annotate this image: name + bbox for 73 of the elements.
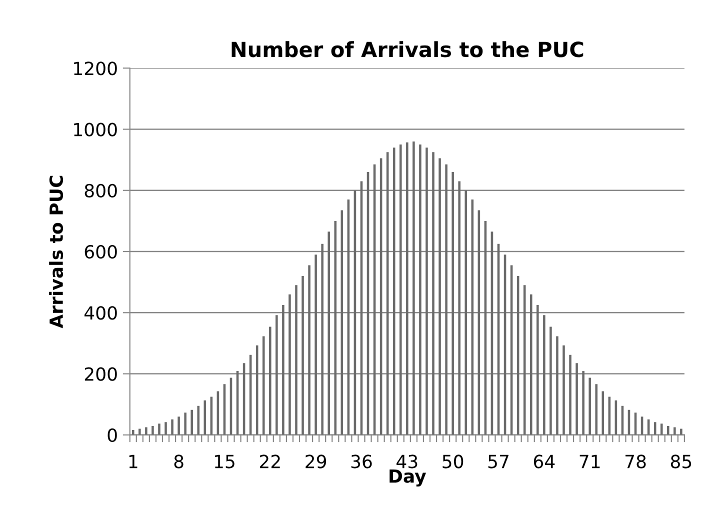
bar [399, 144, 402, 435]
y-tick-label: 1200 [74, 62, 117, 76]
bar [452, 172, 454, 435]
x-tick-label: 36 [351, 454, 372, 468]
bar [595, 384, 598, 435]
bar [576, 363, 578, 435]
x-tick-label: 57 [488, 454, 508, 468]
bar [158, 424, 160, 435]
x-axis-title: Day [390, 469, 426, 487]
x-tick-label: 43 [396, 454, 418, 468]
bar [276, 315, 278, 435]
bar [426, 148, 428, 435]
bar [321, 244, 324, 435]
bar [562, 345, 565, 435]
x-tick-label: 29 [306, 454, 326, 468]
bar [569, 354, 572, 435]
bar [543, 315, 546, 435]
bar [458, 181, 460, 435]
x-tick-label: 1 [129, 454, 138, 468]
y-tick-label: 800 [84, 184, 117, 198]
y-tick-label: 400 [84, 306, 117, 320]
bar [432, 152, 434, 435]
bar [314, 254, 317, 435]
bar [190, 410, 193, 435]
x-tick-label: 64 [534, 454, 555, 468]
x-tick-label: 22 [260, 454, 280, 468]
x-tick-label: 85 [670, 454, 692, 468]
bar [445, 164, 448, 435]
y-axis-title: Arrivals to PUC [49, 176, 64, 328]
bar [132, 430, 134, 435]
bar [550, 326, 552, 435]
bar [328, 232, 330, 435]
bar [419, 144, 422, 435]
y-tick-label: 1000 [74, 122, 117, 136]
bar [392, 148, 396, 435]
bar [674, 427, 676, 435]
bar [269, 326, 272, 435]
x-tick-label: 71 [580, 454, 600, 468]
x-tick-label: 8 [174, 454, 184, 468]
bar [660, 424, 663, 435]
x-tick-label: 15 [214, 454, 234, 468]
y-tick-label: 0 [108, 428, 117, 442]
bar [334, 220, 337, 435]
bar [178, 416, 180, 435]
bar [308, 265, 310, 435]
bar [530, 294, 532, 435]
bar [588, 378, 591, 435]
y-tick-label: 200 [84, 367, 117, 381]
bar [556, 336, 558, 435]
bar [288, 294, 291, 435]
x-tick-label: 50 [442, 454, 464, 468]
bar [295, 285, 298, 435]
bar [197, 406, 200, 435]
bar [582, 371, 584, 435]
x-tick-label: 78 [626, 454, 646, 468]
chart-title: Number of Arrivals to the PUC [232, 41, 584, 58]
bar [406, 142, 408, 435]
bar [536, 305, 539, 435]
bar [138, 428, 141, 435]
bar [184, 412, 186, 435]
bar [164, 422, 167, 435]
bar [438, 158, 441, 435]
bar [412, 141, 415, 435]
bar [171, 419, 174, 435]
bar [464, 190, 468, 435]
bar [262, 336, 265, 435]
bar [680, 428, 682, 435]
bar [302, 276, 304, 435]
bar [282, 305, 284, 435]
bar [145, 427, 148, 435]
bar [666, 426, 670, 435]
y-tick-label: 600 [84, 244, 117, 259]
bar [152, 426, 154, 435]
